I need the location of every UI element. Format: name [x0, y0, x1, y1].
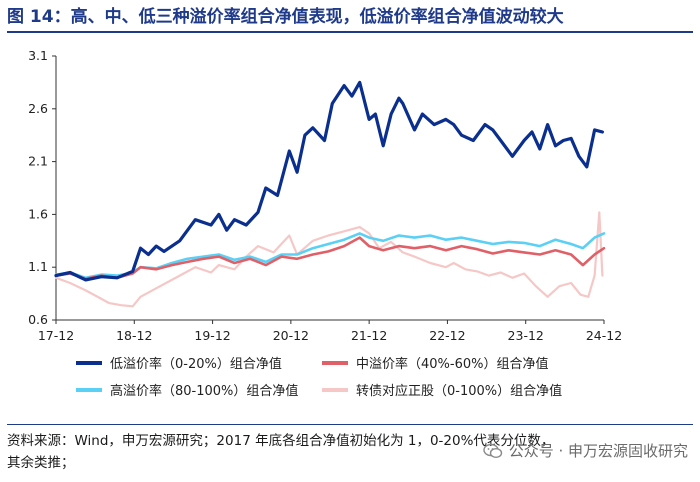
chart-area: 0.6 1.1 1.6 2.1 2.6 3.1 17-12 18-12 19-12 20-12 21…	[0, 34, 700, 424]
x-tick-label: 17-12	[38, 328, 74, 343]
source-rule	[7, 424, 693, 425]
source-line-1: 资料来源：Wind，申万宏源研究；2017 年底各组合净值初始化为 1，0-20…	[7, 433, 555, 449]
chart-svg: 0.6 1.1 1.6 2.1 2.6 3.1 17-12 18-12 19-12 20-12 21…	[28, 48, 622, 399]
x-tick-label: 22-12	[429, 328, 465, 343]
x-tick-label: 24-12	[586, 328, 622, 343]
series-line-0	[54, 80, 605, 282]
watermark-text: 公众号 · 申万宏源固收研究	[508, 442, 688, 460]
y-tick-label: 3.1	[28, 48, 48, 63]
series-line-3	[54, 211, 604, 308]
figure-title: 图 14：高、中、低三种溢价率组合净值表现，低溢价率组合净值波动较大	[7, 7, 564, 27]
x-tick-label: 20-12	[273, 328, 309, 343]
legend-label: 转债对应正股（0-100%）组合净值	[356, 383, 562, 399]
y-tick-label: 2.6	[28, 101, 48, 116]
x-tick-label: 19-12	[194, 328, 230, 343]
legend-label: 高溢价率（80-100%）组合净值	[110, 383, 298, 399]
x-tick-label: 18-12	[116, 328, 152, 343]
y-tick-label: 2.1	[28, 154, 48, 169]
source-note: 资料来源：Wind，申万宏源研究；2017 年底各组合净值初始化为 1，0-20…	[7, 430, 693, 474]
title-rule	[7, 31, 693, 33]
x-tick-label: 21-12	[351, 328, 387, 343]
y-tick-label: 0.6	[28, 312, 48, 327]
y-tick-label: 1.1	[28, 259, 48, 274]
legend-label: 低溢价率（0-20%）组合净值	[110, 356, 282, 372]
y-tick-label: 1.6	[28, 206, 48, 221]
x-tick-label: 23-12	[508, 328, 544, 343]
series-line-1	[54, 236, 606, 281]
source-line-2: 其余类推；	[7, 455, 75, 471]
watermark: 公众号 · 申万宏源固收研究	[482, 440, 688, 461]
wechat-icon	[482, 443, 502, 458]
legend-label: 中溢价率（40%-60%）组合净值	[356, 356, 548, 372]
